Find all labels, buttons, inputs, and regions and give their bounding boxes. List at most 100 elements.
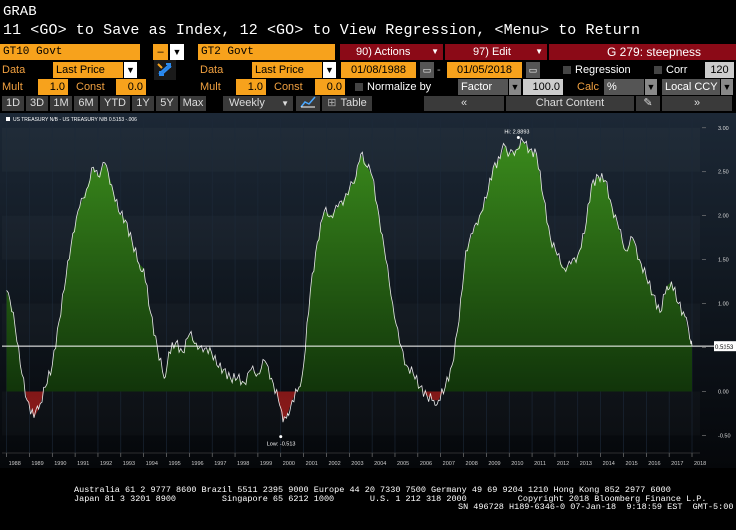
x-tick-label: 2006 (420, 461, 432, 467)
start-date-field[interactable]: 01/08/1988 (341, 62, 416, 78)
calc-chevron-down-icon[interactable]: ▼ (645, 79, 657, 95)
normalize-chevron-down-icon[interactable]: ▼ (509, 79, 521, 95)
annotation-label: Hi: 2.8893 (504, 130, 529, 136)
mult2-label: Mult (200, 81, 221, 93)
field2-chevron-down-icon[interactable]: ▼ (323, 62, 336, 78)
expand-panel-icon[interactable]: » (662, 96, 732, 111)
chart-mode-icon[interactable] (296, 96, 320, 111)
table-label: Table (340, 97, 367, 109)
x-tick-label: 1995 (169, 461, 181, 467)
frequency-select[interactable]: Weekly ▼ (223, 96, 293, 111)
footer-line-1: Australia 61 2 9777 8600 Brazil 5511 239… (74, 485, 671, 495)
x-tick-label: 1988 (9, 461, 21, 467)
table-icon: ⊞ (327, 97, 337, 109)
normalize-select[interactable]: Factor (458, 79, 508, 95)
legend-swatch (6, 117, 10, 121)
footer-line-3: SN 496728 H189-6346-0 07-Jan-18 9:18:59 … (458, 502, 734, 512)
y-tick-label: 3.00 (718, 126, 729, 132)
x-tick-label: 2010 (511, 461, 523, 467)
x-tick-label: 2000 (283, 461, 295, 467)
mult1-field[interactable]: 1.0 (38, 79, 68, 95)
data1-label: Data (2, 64, 26, 76)
annotation-marker (516, 136, 520, 140)
x-tick-label: 1994 (146, 461, 158, 467)
corr-checkbox[interactable]: Corr (654, 62, 700, 78)
period-tab-1d[interactable]: 1D (2, 96, 24, 111)
const1-label: Const (76, 81, 105, 93)
regression-checkbox[interactable]: Regression (563, 62, 643, 78)
x-tick-label: 2005 (397, 461, 409, 467)
period-tab-1m[interactable]: 1M (50, 96, 72, 111)
x-tick-label: 2017 (671, 461, 683, 467)
security2-field[interactable]: GT2 Govt (198, 44, 335, 60)
checkbox-icon (563, 66, 571, 75)
mult1-label: Mult (2, 81, 23, 93)
collapse-panel-icon[interactable]: « (424, 96, 504, 111)
normalize-checkbox[interactable]: Normalize by (355, 79, 451, 95)
mult2-field[interactable]: 1.0 (236, 79, 266, 95)
x-tick-label: 1993 (123, 461, 135, 467)
period-tab-6m[interactable]: 6M (74, 96, 98, 111)
legend-label: US TREASURY N/B - US TREASURY N/B 0.5153… (13, 117, 137, 123)
field2-select[interactable]: Last Price (252, 62, 322, 78)
period-tab-ytd[interactable]: YTD (100, 96, 130, 111)
period-tab-max[interactable]: Max (180, 96, 206, 111)
table-mode-tab[interactable]: ⊞ Table (322, 96, 372, 111)
series-line[interactable] (6, 136, 693, 423)
date-separator: - (437, 64, 441, 76)
current-value-badge (714, 341, 736, 352)
x-tick-label: 2008 (466, 461, 478, 467)
period-tab-5y[interactable]: 5Y (156, 96, 178, 111)
annotation-marker (279, 435, 283, 439)
chevron-down-icon: ▼ (431, 47, 439, 56)
chart-area[interactable]: 0.5153 3.00 2.50 2.00 1.50 1.00 0.50 0.00 -0.50 1… (0, 113, 736, 468)
period-tab-3d[interactable]: 3D (26, 96, 48, 111)
y-tick-label: 0.50 (718, 346, 729, 352)
y-tick-label: 2.00 (718, 214, 729, 220)
calendar-icon[interactable]: ▭ (526, 62, 540, 78)
const1-field[interactable]: 0.0 (116, 79, 146, 95)
operator-chevron-down-icon[interactable]: ▼ (170, 44, 184, 60)
security1-field[interactable]: GT10 Govt (0, 44, 140, 60)
x-tick-label: 2014 (603, 461, 615, 467)
annotation-label: Low: -0.513 (267, 442, 296, 448)
grid-band (2, 128, 700, 172)
swap-icon[interactable] (154, 60, 176, 80)
const2-field[interactable]: 0.0 (315, 79, 345, 95)
regression-label: Regression (575, 64, 631, 76)
steepness-chart[interactable]: 0.5153 3.00 2.50 2.00 1.50 1.00 0.50 0.00 -0.50 1… (0, 113, 736, 468)
x-tick-label: 1998 (237, 461, 249, 467)
operator-select[interactable]: – (153, 44, 168, 60)
chevron-down-icon: ▼ (281, 99, 289, 108)
period-tab-1y[interactable]: 1Y (132, 96, 154, 111)
field1-chevron-down-icon[interactable]: ▼ (124, 62, 137, 78)
chart-title-bar: G 279: steepness (549, 44, 736, 60)
command-line: 11 <GO> to Save as Index, 12 <GO> to Vie… (3, 22, 641, 39)
x-tick-label: 1999 (260, 461, 272, 467)
x-tick-label: 1989 (31, 461, 43, 467)
actions-label: 90) Actions (356, 46, 411, 58)
normalize-value-field[interactable]: 100.0 (523, 79, 563, 95)
x-tick-label: 1996 (191, 461, 203, 467)
frequency-label: Weekly (229, 97, 265, 109)
actions-menu[interactable]: 90) Actions ▼ (340, 44, 443, 60)
x-tick-label: 2018 (694, 461, 706, 467)
currency-chevron-down-icon[interactable]: ▼ (721, 79, 733, 95)
normalize-label: Normalize by (367, 81, 432, 93)
corr-label: Corr (666, 64, 688, 76)
chart-content-button[interactable]: Chart Content (506, 96, 634, 111)
x-tick-label: 2016 (648, 461, 660, 467)
field1-select[interactable]: Last Price (53, 62, 123, 78)
calc-label: Calc (577, 81, 600, 93)
y-tick-label: 1.00 (718, 302, 729, 308)
x-tick-label: 2007 (443, 461, 455, 467)
edit-pencil-icon[interactable]: ✎ (636, 96, 660, 111)
checkbox-icon (654, 66, 662, 75)
edit-menu[interactable]: 97) Edit ▼ (445, 44, 547, 60)
currency-select[interactable]: Local CCY (662, 79, 720, 95)
calendar-icon[interactable]: ▭ (420, 62, 434, 78)
corr-window-field[interactable]: 120 (705, 62, 734, 78)
grab-title: GRAB (3, 4, 37, 20)
calc-select[interactable]: % (604, 79, 644, 95)
end-date-field[interactable]: 01/05/2018 (447, 62, 522, 78)
